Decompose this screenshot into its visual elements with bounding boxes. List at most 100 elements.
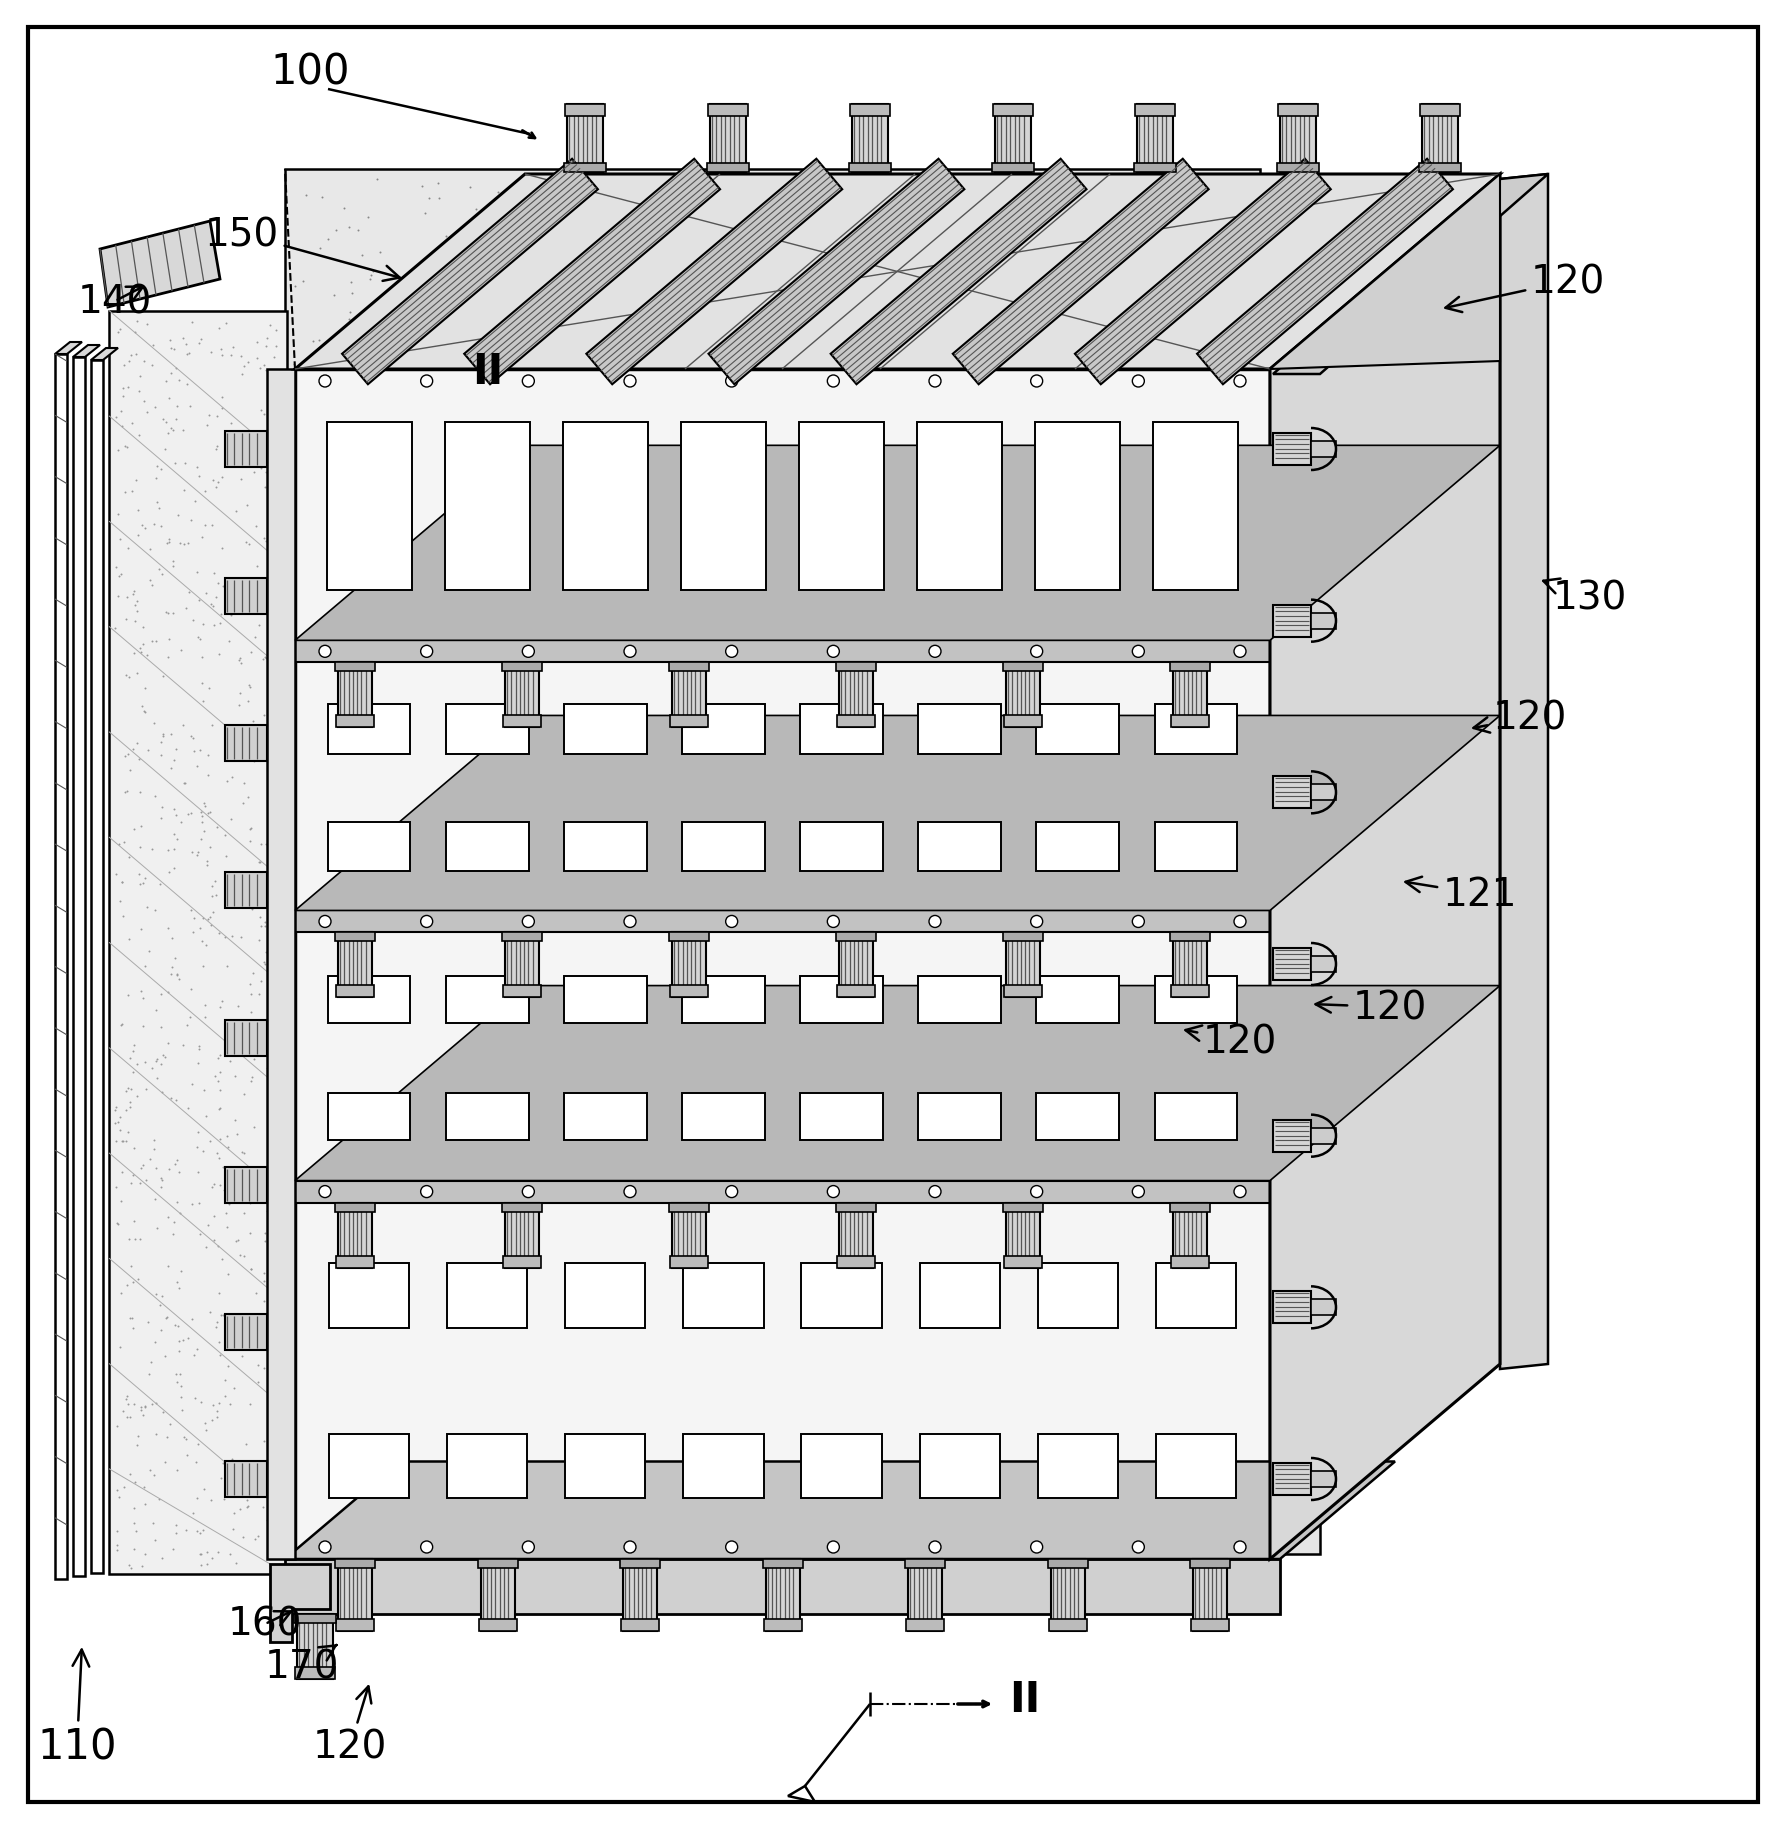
Point: [911, 503, 939, 533]
Point: [1148, 1334, 1177, 1363]
Point: [138, 351, 166, 381]
Point: [318, 867, 346, 897]
Point: [118, 408, 146, 437]
Point: [693, 834, 722, 864]
Point: [613, 414, 641, 443]
Point: [293, 1305, 321, 1334]
Point: [245, 847, 273, 877]
Point: [938, 1131, 966, 1160]
Point: [550, 503, 579, 533]
Point: [1000, 1270, 1029, 1299]
Point: [259, 344, 288, 373]
Point: [104, 318, 132, 348]
Point: [441, 274, 470, 304]
Point: [759, 611, 788, 640]
Point: [116, 1043, 145, 1072]
Point: [104, 500, 132, 529]
Point: [705, 1343, 734, 1372]
Point: [745, 346, 773, 375]
Point: [1114, 633, 1143, 662]
Point: [1132, 1074, 1161, 1103]
Point: [438, 1193, 466, 1222]
Point: [448, 1010, 477, 1039]
Point: [104, 582, 132, 611]
Point: [761, 565, 789, 595]
Point: [1195, 1100, 1223, 1129]
Point: [250, 1427, 279, 1457]
Point: [1189, 490, 1218, 520]
Point: [120, 1268, 148, 1297]
Point: [834, 1296, 863, 1325]
Point: [216, 1389, 245, 1418]
Point: [120, 639, 148, 668]
Point: [847, 1082, 875, 1111]
Point: [182, 1448, 211, 1477]
Point: [1052, 816, 1081, 845]
Circle shape: [1234, 1541, 1247, 1554]
Polygon shape: [1311, 441, 1336, 458]
Point: [155, 333, 184, 362]
Point: [734, 1213, 763, 1243]
Point: [129, 613, 157, 642]
Point: [877, 780, 906, 809]
Point: [982, 1330, 1011, 1360]
Point: [791, 1144, 820, 1173]
Point: [282, 761, 311, 791]
Point: [446, 355, 475, 384]
Polygon shape: [1154, 423, 1238, 591]
Point: [1052, 404, 1081, 434]
Circle shape: [725, 375, 738, 388]
Point: [723, 540, 752, 569]
Point: [1161, 1164, 1189, 1193]
Point: [648, 1219, 677, 1248]
Point: [945, 904, 973, 933]
Point: [555, 1182, 584, 1211]
Point: [164, 1158, 193, 1188]
Point: [1145, 318, 1173, 348]
Point: [895, 593, 923, 622]
Point: [963, 430, 991, 459]
Point: [468, 582, 497, 611]
Point: [202, 882, 230, 911]
Point: [714, 494, 743, 523]
Point: [1193, 796, 1222, 825]
Point: [1039, 1008, 1068, 1038]
Point: [939, 318, 968, 348]
Point: [229, 1199, 257, 1228]
Point: [204, 1232, 232, 1261]
Point: [166, 1383, 195, 1413]
Point: [120, 578, 148, 608]
Point: [725, 922, 754, 952]
Point: [225, 1241, 254, 1270]
Point: [697, 1153, 725, 1182]
Point: [964, 1233, 993, 1263]
Point: [872, 210, 900, 240]
Point: [245, 355, 273, 384]
Point: [1000, 838, 1029, 867]
Point: [1002, 683, 1031, 712]
Point: [229, 789, 257, 818]
Point: [497, 862, 525, 891]
Polygon shape: [564, 104, 605, 117]
Point: [1186, 1215, 1214, 1244]
Point: [798, 950, 827, 979]
Point: [766, 719, 795, 748]
Point: [941, 871, 970, 900]
Point: [1016, 1232, 1045, 1261]
Point: [105, 1332, 134, 1362]
Point: [802, 728, 830, 758]
Point: [945, 472, 973, 501]
Point: [452, 284, 480, 313]
Polygon shape: [1006, 1202, 1039, 1268]
Point: [732, 1193, 761, 1222]
Point: [938, 1226, 966, 1255]
Point: [554, 741, 582, 770]
Text: II: II: [1009, 1678, 1041, 1720]
Point: [488, 655, 516, 684]
Point: [593, 522, 622, 551]
Polygon shape: [295, 911, 1270, 933]
Polygon shape: [670, 1202, 709, 1211]
Point: [463, 1186, 491, 1215]
Point: [193, 1550, 221, 1579]
Point: [289, 267, 318, 296]
